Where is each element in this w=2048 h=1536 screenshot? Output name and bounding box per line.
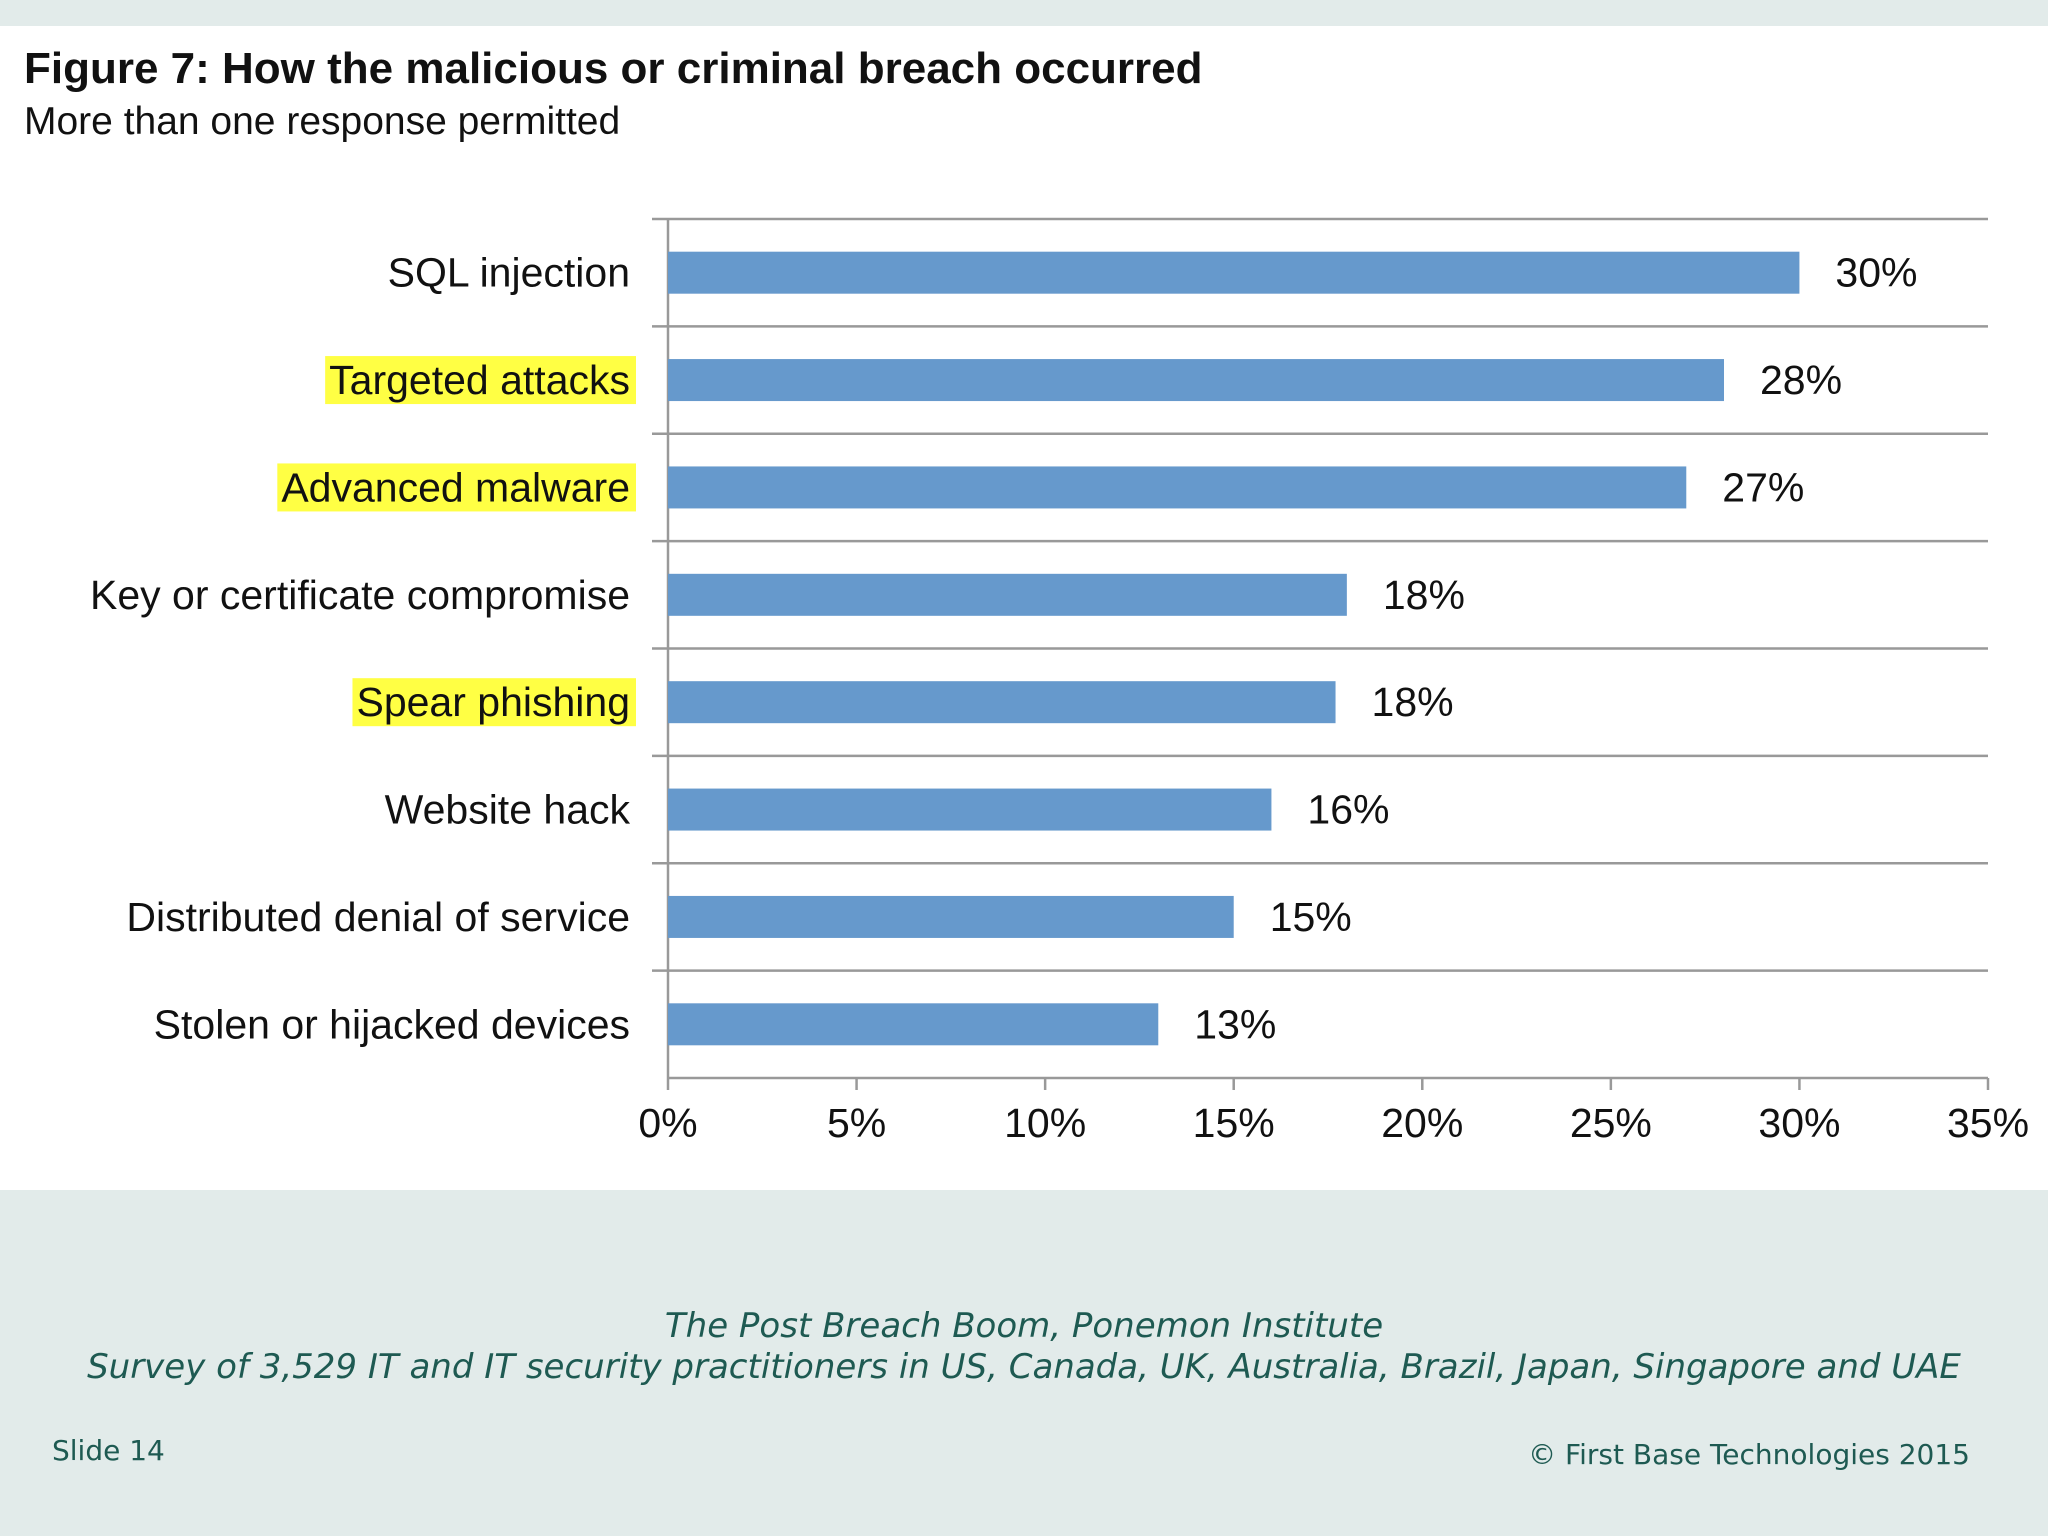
source-description: Survey of 3,529 IT and IT security pract… bbox=[87, 1347, 1961, 1387]
label-highlight bbox=[277, 463, 636, 512]
x-tick-label: 0% bbox=[638, 1100, 697, 1146]
category-label: Website hack bbox=[385, 787, 631, 833]
bar bbox=[668, 466, 1687, 509]
value-label: 13% bbox=[1194, 1001, 1276, 1047]
category-label: Stolen or hijacked devices bbox=[154, 1001, 630, 1047]
figure-title: Figure 7: How the malicious or criminal … bbox=[24, 44, 1203, 93]
label-highlight bbox=[325, 356, 636, 405]
value-label: 28% bbox=[1760, 357, 1842, 403]
value-label: 18% bbox=[1372, 679, 1454, 725]
value-label: 30% bbox=[1835, 250, 1917, 296]
source-title: The Post Breach Boom, Ponemon Institute bbox=[664, 1306, 1384, 1346]
x-tick-label: 5% bbox=[827, 1100, 886, 1146]
x-tick-label: 15% bbox=[1193, 1100, 1275, 1146]
copyright: © First Base Technologies 2015 bbox=[1528, 1438, 1970, 1471]
category-label: Advanced malware bbox=[281, 464, 630, 510]
x-tick-label: 20% bbox=[1381, 1100, 1463, 1146]
slide-number: Slide 14 bbox=[52, 1434, 165, 1467]
category-label: Targeted attacks bbox=[329, 357, 630, 403]
bar bbox=[668, 251, 1800, 294]
value-label: 27% bbox=[1722, 464, 1804, 510]
value-label: 15% bbox=[1270, 894, 1352, 940]
value-label: 18% bbox=[1383, 572, 1465, 618]
label-highlight bbox=[352, 678, 636, 727]
bar bbox=[668, 573, 1347, 616]
bar-chart: 0% 5% 10% 15% 20% 25% 30% 35% SQL injection 30% Ta… bbox=[90, 217, 2029, 1146]
value-label: 16% bbox=[1307, 787, 1389, 833]
category-label: SQL injection bbox=[388, 250, 630, 296]
x-tick-label: 25% bbox=[1570, 1100, 1652, 1146]
x-tick-label: 10% bbox=[1004, 1100, 1086, 1146]
bar bbox=[668, 1003, 1159, 1046]
bar bbox=[668, 359, 1724, 402]
category-label: Distributed denial of service bbox=[126, 894, 630, 940]
x-tick-label: 35% bbox=[1947, 1100, 2029, 1146]
bar bbox=[668, 681, 1336, 724]
x-tick-label: 30% bbox=[1758, 1100, 1840, 1146]
bar bbox=[668, 895, 1234, 938]
category-label: Key or certificate compromise bbox=[90, 572, 630, 618]
category-label: Spear phishing bbox=[356, 679, 630, 725]
figure-subtitle: More than one response permitted bbox=[24, 100, 621, 143]
bar bbox=[668, 788, 1272, 831]
